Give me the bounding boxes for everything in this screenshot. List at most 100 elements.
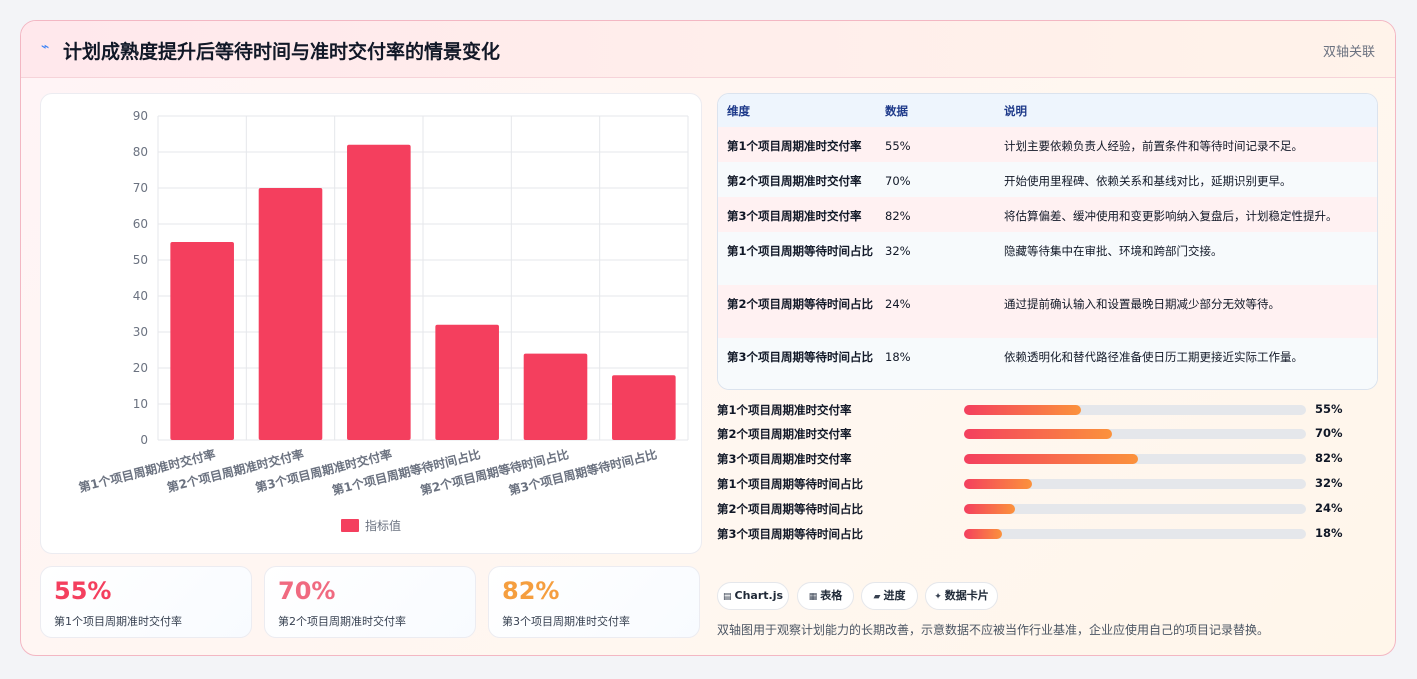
bar-chart: 0102030405060708090第1个项目周期准时交付率第2个项目周期准时… [77, 109, 689, 533]
table-cell: 82% [885, 209, 911, 223]
progress-value: 24% [1315, 501, 1343, 515]
kpi-card-2: 70% 第2个项目周期准时交付率 [264, 566, 476, 638]
progress-row: 第3个项目周期准时交付率 82% [717, 449, 1378, 469]
progress-value: 32% [1315, 476, 1343, 490]
page-title: 计划成熟度提升后等待时间与准时交付率的情景变化 [63, 41, 501, 63]
table-cell: 通过提前确认输入和设置最晚日期减少部分无效等待。 [1004, 297, 1280, 311]
y-tick-label: 40 [133, 289, 148, 303]
progress-track [964, 405, 1306, 415]
kpi-label: 第3个项目周期准时交付率 [502, 615, 630, 628]
progress-icon: ▰ [873, 592, 881, 602]
bar [435, 324, 499, 440]
progress-row: 第2个项目周期等待时间占比 24% [717, 499, 1378, 519]
chip-data-cards[interactable]: ✦ 数据卡片 [925, 582, 998, 610]
legend-swatch [341, 519, 359, 532]
y-tick-label: 90 [133, 109, 148, 123]
table-row: 第1个项目周期准时交付率 55% 计划主要依赖负责人经验，前置条件和等待时间记录… [718, 127, 1377, 163]
progress-track [964, 429, 1306, 439]
progress-label: 第1个项目周期准时交付率 [717, 403, 852, 417]
table-row: 第2个项目周期准时交付率 70% 开始使用里程碑、依赖关系和基线对比，延期识别更… [718, 162, 1377, 198]
table-cell: 55% [885, 139, 911, 153]
progress-track [964, 504, 1306, 514]
table-row: 第2个项目周期等待时间占比 24% 通过提前确认输入和设置最晚日期减少部分无效等… [718, 285, 1377, 339]
y-tick-label: 30 [133, 325, 148, 339]
kpi-label: 第2个项目周期准时交付率 [278, 615, 406, 628]
bar [612, 375, 676, 440]
progress-fill [964, 454, 1138, 464]
progress-fill [964, 429, 1113, 439]
bar [170, 242, 234, 440]
table-cell: 开始使用里程碑、依赖关系和基线对比，延期识别更早。 [1004, 174, 1292, 188]
table-header: 数据 [885, 104, 908, 118]
x-tick-label: 第3个项目周期等待时间占比 [507, 446, 658, 497]
bar [347, 144, 411, 441]
table-icon: ▦ [808, 592, 818, 602]
kpi-card-1: 55% 第1个项目周期准时交付率 [40, 566, 252, 638]
card-header: ⌁ 计划成熟度提升后等待时间与准时交付率的情景变化 双轴关联 [21, 21, 1395, 78]
progress-value: 70% [1315, 426, 1343, 440]
table-cell: 将估算偏差、缓冲使用和变更影响纳入复盘后，计划稳定性提升。 [1004, 209, 1338, 223]
chip-label: 数据卡片 [944, 589, 989, 602]
table-cell: 计划主要依赖负责人经验，前置条件和等待时间记录不足。 [1004, 139, 1303, 153]
kpi-value: 55% [54, 577, 112, 605]
y-tick-label: 50 [133, 253, 148, 267]
bar [523, 353, 588, 440]
table-cell: 第3个项目周期等待时间占比 [727, 350, 874, 364]
progress-fill [964, 529, 1003, 539]
y-tick-label: 0 [140, 433, 148, 447]
legend-label: 指标值 [365, 518, 401, 533]
x-tick-label: 第2个项目周期等待时间占比 [419, 446, 570, 497]
chip-chartjs[interactable]: ▤ Chart.js [717, 582, 789, 610]
chip-label: 进度 [883, 589, 906, 602]
table-cell: 第1个项目周期等待时间占比 [727, 244, 874, 258]
table-cell: 18% [885, 350, 911, 364]
table-row: 第3个项目周期等待时间占比 18% 依赖透明化和替代路径准备使日历工期更接近实际… [718, 338, 1377, 389]
progress-label: 第1个项目周期等待时间占比 [717, 477, 864, 491]
progress-row: 第3个项目周期等待时间占比 18% [717, 524, 1378, 544]
table-cell: 第3个项目周期准时交付率 [727, 209, 862, 223]
bar-chart-panel: 0 10 20 30 40 50 60 70 80 90 第1个项目周期准时交付率 第2个项目周期准时… [40, 93, 702, 554]
progress-track [964, 529, 1306, 539]
y-tick-label: 80 [133, 145, 148, 159]
table-header-row: 维度 数据 说明 [718, 94, 1377, 128]
x-tick-label: 第1个项目周期等待时间占比 [330, 446, 481, 497]
kpi-label: 第1个项目周期准时交付率 [54, 615, 182, 628]
progress-fill [964, 479, 1032, 489]
bar [258, 188, 323, 440]
table-cell: 依赖透明化和替代路径准备使日历工期更接近实际工作量。 [1004, 350, 1303, 364]
table-cell: 第2个项目周期等待时间占比 [727, 297, 874, 311]
table-row: 第3个项目周期准时交付率 82% 将估算偏差、缓冲使用和变更影响纳入复盘后，计划… [718, 197, 1377, 233]
progress-track [964, 454, 1306, 464]
y-tick-label: 70 [133, 181, 148, 195]
chip-table[interactable]: ▦ 表格 [797, 582, 854, 610]
y-tick-label: 10 [133, 397, 148, 411]
footnote: 双轴图用于观察计划能力的长期改善，示意数据不应被当作行业基准，企业应使用自己的项… [717, 623, 1270, 637]
progress-value: 82% [1315, 451, 1343, 465]
table-cell: 32% [885, 244, 911, 258]
table-cell: 隐藏等待集中在审批、环境和跨部门交接。 [1004, 244, 1223, 258]
table-header: 维度 [727, 104, 750, 118]
table-cell: 24% [885, 297, 911, 311]
progress-label: 第2个项目周期准时交付率 [717, 427, 852, 441]
kpi-value: 82% [502, 577, 560, 605]
progress-label: 第2个项目周期等待时间占比 [717, 502, 864, 516]
sparkle-icon: ⌁ [41, 39, 50, 55]
table-header: 说明 [1004, 104, 1027, 118]
table-cell: 第2个项目周期准时交付率 [727, 174, 862, 188]
chip-label: Chart.js [734, 589, 784, 602]
progress-fill [964, 405, 1081, 415]
chip-label: 表格 [820, 589, 843, 602]
progress-fill [964, 504, 1015, 514]
progress-label: 第3个项目周期准时交付率 [717, 452, 852, 466]
progress-track [964, 479, 1306, 489]
table-row: 第1个项目周期等待时间占比 32% 隐藏等待集中在审批、环境和跨部门交接。 [718, 232, 1377, 286]
progress-row: 第1个项目周期等待时间占比 32% [717, 474, 1378, 494]
y-tick-label: 20 [133, 361, 148, 375]
table-cell: 70% [885, 174, 911, 188]
kpi-value: 70% [278, 577, 336, 605]
progress-row: 第2个项目周期准时交付率 70% [717, 424, 1378, 444]
y-tick-label: 60 [133, 217, 148, 231]
chip-progress[interactable]: ▰ 进度 [861, 582, 918, 610]
progress-label: 第3个项目周期等待时间占比 [717, 527, 864, 541]
sparkle-icon: ✦ [934, 592, 942, 602]
